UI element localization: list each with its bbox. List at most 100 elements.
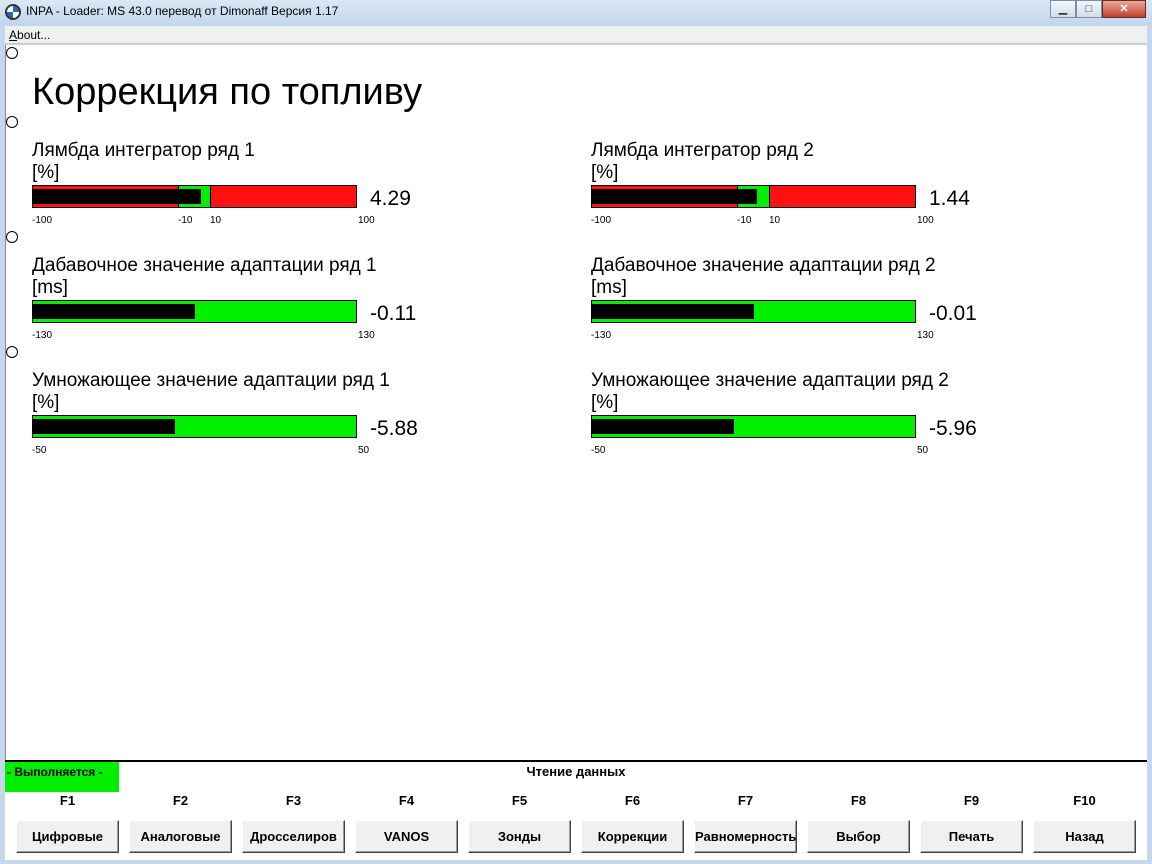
fkey-slot-f3: F3 Дросселиров xyxy=(242,792,345,853)
throttle-button[interactable]: Дросселиров xyxy=(242,820,345,853)
fkey-label: F3 xyxy=(285,793,302,808)
gauge-bar xyxy=(32,185,357,208)
gauge-unit: [%] xyxy=(32,162,60,183)
vanos-button[interactable]: VANOS xyxy=(355,820,458,853)
fkey-slot-f7: F7 Равномерность xyxy=(694,792,797,853)
fkey-label: F2 xyxy=(172,793,189,808)
gauge-additive-bank2: Дабавочное значение адаптации ряд 2 [ms]… xyxy=(591,255,1011,355)
fkey-label: F10 xyxy=(1073,793,1096,808)
gauge-unit: [%] xyxy=(591,162,619,183)
fkey-label: F4 xyxy=(398,793,415,808)
gauge-zone-max-tick: 10 xyxy=(769,215,781,226)
probes-button[interactable]: Зонды xyxy=(468,820,571,853)
gauge-min-tick: -100 xyxy=(32,215,53,226)
gauge-zone-min-tick: -10 xyxy=(737,215,752,226)
gauge-label: Умножающее значение адаптации ряд 1 xyxy=(32,370,390,391)
fkey-slot-f1: F1 Цифровые xyxy=(16,792,119,853)
radio-option-2[interactable] xyxy=(6,116,18,128)
gauge-lambda-bank1: Лямбда интегратор ряд 1 [%] 4.29 -100 -1… xyxy=(32,140,452,240)
maximize-button[interactable]: □ xyxy=(1076,0,1102,18)
gauge-value: -0.01 xyxy=(929,302,977,325)
gauge-max-tick: 100 xyxy=(917,215,934,226)
analog-button[interactable]: Аналоговые xyxy=(129,820,232,853)
fkey-label: F6 xyxy=(624,793,641,808)
gauge-min-tick: -50 xyxy=(591,445,606,456)
fkey-slot-f4: F4 VANOS xyxy=(355,792,458,853)
fkey-slot-f5: F5 Зонды xyxy=(468,792,571,853)
gauge-value: 1.44 xyxy=(929,187,970,210)
title-bar[interactable]: INPA - Loader: MS 43.0 перевод от Dimona… xyxy=(0,0,1152,26)
gauge-fill xyxy=(33,419,175,434)
gauge-max-tick: 130 xyxy=(358,330,375,341)
menu-about-rest: bout... xyxy=(17,28,51,42)
gauge-unit: [ms] xyxy=(32,277,68,298)
fkey-slot-f8: F8 Выбор xyxy=(807,792,910,853)
gauge-zone-min-tick: -10 xyxy=(178,215,193,226)
gauge-bar xyxy=(32,300,357,323)
close-button[interactable]: ✕ xyxy=(1102,0,1146,18)
radio-option-3[interactable] xyxy=(6,231,18,243)
back-button[interactable]: Назад xyxy=(1033,820,1136,853)
gauge-label: Лямбда интегратор ряд 2 xyxy=(591,140,814,161)
gauge-multiplicative-bank1: Умножающее значение адаптации ряд 1 [%] … xyxy=(32,370,452,470)
gauge-value: -5.88 xyxy=(370,417,418,440)
gauge-min-tick: -50 xyxy=(32,445,47,456)
gauge-fill xyxy=(592,419,734,434)
gauge-fill xyxy=(592,304,754,319)
page-title: Коррекция по топливу xyxy=(32,71,423,113)
digital-button[interactable]: Цифровые xyxy=(16,820,119,853)
fkey-label: F5 xyxy=(511,793,528,808)
window-title: INPA - Loader: MS 43.0 перевод от Dimona… xyxy=(26,4,339,18)
gauge-min-tick: -130 xyxy=(591,330,612,341)
gauge-max-tick: 50 xyxy=(917,445,929,456)
menu-about-accel: A xyxy=(9,28,18,42)
gauge-value: -0.11 xyxy=(370,302,417,325)
gauge-bar xyxy=(591,415,916,438)
fkey-label: F7 xyxy=(737,793,754,808)
status-panel: - Выполняется - Чтение данных F1 Цифровы… xyxy=(5,760,1147,860)
gauge-value: 4.29 xyxy=(370,187,411,210)
gauge-zone-max-tick: 10 xyxy=(210,215,222,226)
fkey-slot-f9: F9 Печать xyxy=(920,792,1023,853)
gauge-unit: [ms] xyxy=(591,277,627,298)
gauge-label: Дабавочное значение адаптации ряд 2 xyxy=(591,255,936,276)
select-button[interactable]: Выбор xyxy=(807,820,910,853)
gauge-additive-bank1: Дабавочное значение адаптации ряд 1 [ms]… xyxy=(32,255,452,355)
gauge-unit: [%] xyxy=(32,392,60,413)
gauge-max-tick: 130 xyxy=(917,330,934,341)
gauge-max-tick: 100 xyxy=(358,215,375,226)
radio-option-1[interactable] xyxy=(6,47,18,59)
print-button[interactable]: Печать xyxy=(920,820,1023,853)
gauge-bar xyxy=(591,300,916,323)
gauge-max-tick: 50 xyxy=(358,445,370,456)
minimize-button[interactable]: ▁ xyxy=(1050,0,1076,18)
fkey-label: F9 xyxy=(963,793,980,808)
gauge-min-tick: -130 xyxy=(32,330,53,341)
main-panel: Коррекция по топливу Лямбда интегратор р… xyxy=(5,45,1147,760)
gauge-multiplicative-bank2: Умножающее значение адаптации ряд 2 [%] … xyxy=(591,370,1011,470)
uniformity-button[interactable]: Равномерность xyxy=(694,820,797,853)
gauge-lambda-bank2: Лямбда интегратор ряд 2 [%] 1.44 -100 -1… xyxy=(591,140,1011,240)
gauge-bar xyxy=(591,185,916,208)
gauge-fill xyxy=(33,189,201,204)
gauge-fill xyxy=(592,189,757,204)
fkey-slot-f2: F2 Аналоговые xyxy=(129,792,232,853)
gauge-label: Дабавочное значение адаптации ряд 1 xyxy=(32,255,377,276)
radio-option-4[interactable] xyxy=(6,346,18,358)
gauge-fill xyxy=(33,304,195,319)
window-controls: ▁ □ ✕ xyxy=(1050,0,1146,18)
fkey-label: F8 xyxy=(850,793,867,808)
status-text: Чтение данных xyxy=(526,764,626,779)
gauge-min-tick: -100 xyxy=(591,215,612,226)
gauge-bar xyxy=(32,415,357,438)
fkey-label: F1 xyxy=(59,793,76,808)
menu-about[interactable]: About... xyxy=(9,28,50,42)
menu-bar: About... xyxy=(5,26,1147,44)
corrections-button[interactable]: Коррекции xyxy=(581,820,684,853)
fkey-slot-f10: F10 Назад xyxy=(1033,792,1136,853)
bmw-logo-icon xyxy=(5,4,21,20)
gauge-label: Умножающее значение адаптации ряд 2 xyxy=(591,370,949,391)
running-badge: - Выполняется - xyxy=(5,762,119,792)
fkey-slot-f6: F6 Коррекции xyxy=(581,792,684,853)
